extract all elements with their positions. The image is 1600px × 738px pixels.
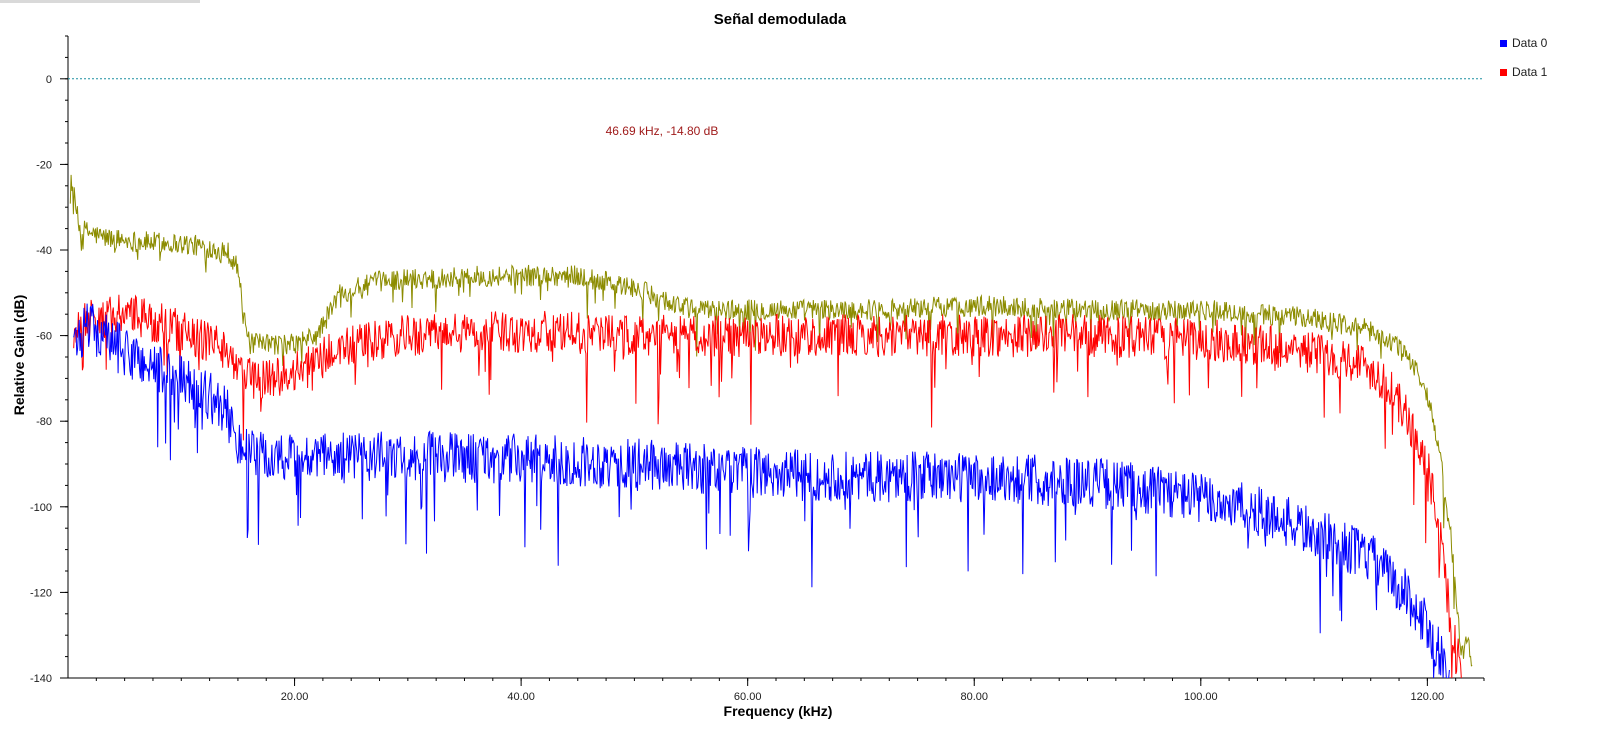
y-axis-title: Relative Gain (dB): [11, 295, 27, 416]
series-layer: [69, 174, 1473, 678]
y-tick-label: 0: [46, 74, 52, 86]
legend-label-0[interactable]: Data 0: [1512, 36, 1548, 50]
legend-swatch-0[interactable]: [1500, 40, 1507, 47]
x-tick-label: 80.00: [960, 691, 988, 703]
x-tick-label: 20.00: [281, 691, 309, 703]
legend[interactable]: Data 0 Data 1: [1500, 36, 1548, 79]
window-tab-strip: [0, 0, 200, 3]
y-tick-label: -60: [36, 331, 52, 343]
y-tick-label: -40: [36, 245, 52, 257]
marker-annotation: 46.69 kHz, -14.80 dB: [606, 124, 719, 138]
chart-title: Señal demodulada: [714, 11, 847, 28]
y-tick-label: -120: [30, 587, 52, 599]
x-tick-label: 120.00: [1411, 691, 1445, 703]
y-tick-label: -20: [36, 159, 52, 171]
y-tick-label: -80: [36, 416, 52, 428]
x-tick-label: 40.00: [507, 691, 535, 703]
y-tick-label: -100: [30, 502, 52, 514]
series-line-1: [73, 294, 1462, 678]
legend-label-1[interactable]: Data 1: [1512, 65, 1548, 79]
legend-swatch-1[interactable]: [1500, 69, 1507, 76]
x-tick-label: 100.00: [1184, 691, 1218, 703]
axes: 0 -20 -40 -60 -80 -100 -120 -140 20.00 40.00 60.00…: [30, 35, 1485, 703]
x-axis-title: Frequency (kHz): [724, 703, 833, 719]
y-tick-label: -140: [30, 673, 52, 685]
series-line-0: [73, 303, 1450, 678]
x-tick-label: 60.00: [734, 691, 762, 703]
series-line-2: [69, 174, 1473, 667]
